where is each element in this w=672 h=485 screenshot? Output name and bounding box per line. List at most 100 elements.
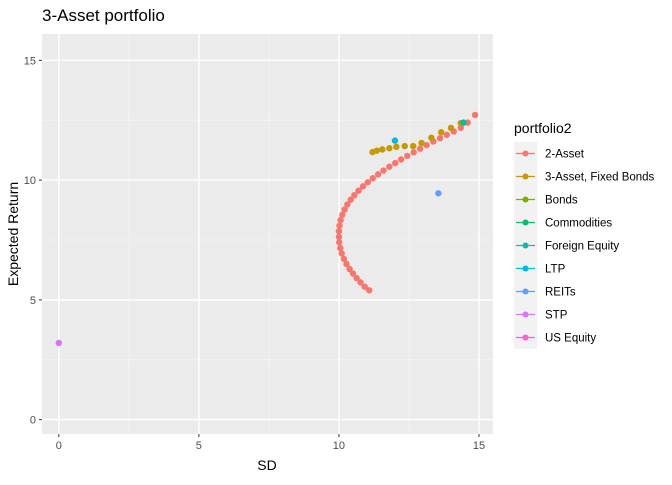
legend-item-commodities: Commodities [514, 211, 612, 234]
legend-label: Foreign Equity [545, 241, 619, 253]
legend-label: US Equity [545, 333, 596, 345]
point-foreign-equity [460, 119, 467, 126]
point-2-asset [359, 183, 367, 190]
legend-item-bonds: Bonds [514, 188, 578, 211]
point-3-asset-fixed-bonds [437, 129, 445, 136]
point-2-asset [335, 233, 343, 241]
point-2-asset [364, 179, 371, 186]
point-3-asset-fixed-bonds [386, 145, 393, 152]
axes: 0 5 10 15 0 5 10 15 [24, 55, 485, 452]
legend-label: STP [545, 310, 568, 322]
point-2-asset [357, 279, 364, 286]
legend-item-reits: REITs [514, 280, 576, 303]
point-2-asset [338, 250, 345, 257]
legend-key-point [522, 265, 529, 272]
series-reits [435, 190, 442, 197]
point-2-asset [336, 222, 343, 229]
point-2-asset [351, 191, 358, 199]
legend-title: portfolio2 [514, 120, 572, 136]
x-tick-label: 15 [473, 440, 485, 452]
point-2-asset [392, 159, 399, 167]
y-tick-label: 10 [24, 175, 36, 187]
point-2-asset [404, 152, 411, 160]
legend-label: REITs [545, 287, 576, 299]
point-2-asset [471, 111, 479, 119]
legend-item-ltp: LTP [514, 257, 566, 280]
y-axis-title: Expected Return [5, 182, 21, 286]
point-2-asset [349, 270, 357, 277]
legend-item-3-asset-fixed-bonds: 3-Asset, Fixed Bonds [514, 165, 655, 188]
point-2-asset [340, 255, 348, 263]
legend-key-point [522, 242, 529, 249]
legend-item-stp: STP [514, 303, 568, 326]
point-2-asset [416, 145, 424, 152]
legend-key-point [522, 334, 529, 341]
point-2-asset [337, 244, 344, 252]
x-axis-title: SD [257, 457, 276, 473]
legend-item-us-equity: US Equity [514, 326, 596, 349]
point-2-asset [361, 283, 368, 290]
legend-key-point [522, 173, 529, 180]
point-2-asset [365, 287, 373, 294]
y-tick-label: 5 [30, 295, 36, 307]
legend-key-point [522, 150, 529, 157]
point-reits [435, 190, 442, 197]
legend-key-point [522, 311, 529, 318]
point-2-asset [353, 274, 360, 282]
x-tick-label: 10 [333, 440, 345, 452]
legend-label: LTP [545, 264, 566, 276]
point-3-asset-fixed-bonds [401, 142, 408, 150]
series-2-asset [335, 111, 479, 294]
series-foreign-equity [460, 119, 467, 126]
point-2-asset [457, 124, 464, 132]
legend-item-2-asset: 2-Asset [514, 142, 585, 165]
point-ltp [391, 137, 399, 144]
point-stp [55, 339, 63, 347]
point-3-asset-fixed-bonds [379, 146, 386, 153]
point-3-asset-fixed-bonds [418, 139, 425, 147]
legend-item-foreign-equity: Foreign Equity [514, 234, 619, 257]
point-2-asset [343, 260, 350, 268]
point-2-asset [355, 187, 362, 194]
legend-key-point [522, 288, 529, 295]
series-stp [55, 339, 63, 347]
point-2-asset [380, 167, 387, 174]
point-3-asset-fixed-bonds [447, 124, 455, 132]
point-2-asset [374, 171, 382, 178]
point-3-asset-fixed-bonds [409, 142, 417, 150]
y-tick-label: 15 [24, 55, 36, 67]
point-2-asset [410, 149, 417, 156]
point-2-asset [339, 211, 346, 219]
point-2-asset [336, 239, 343, 246]
legend-label: Commodities [545, 218, 612, 230]
point-2-asset [341, 206, 348, 213]
point-2-asset [347, 196, 354, 203]
legend-key-point [522, 219, 529, 226]
y-tick-label: 0 [30, 415, 36, 427]
point-3-asset-fixed-bonds [428, 134, 435, 141]
point-3-asset-fixed-bonds [373, 147, 380, 154]
point-2-asset [369, 174, 377, 182]
data-points [55, 111, 479, 347]
legend-label: Bonds [545, 195, 578, 207]
legend-key-point [522, 196, 529, 203]
point-2-asset [423, 141, 430, 149]
point-2-asset [436, 134, 444, 142]
point-3-asset-fixed-bonds [393, 143, 400, 151]
x-tick-label: 0 [56, 440, 62, 452]
point-2-asset [335, 227, 343, 235]
point-2-asset [443, 131, 450, 139]
legend-label: 2-Asset [545, 149, 585, 161]
chart-title: 3-Asset portfolio [42, 6, 165, 25]
point-2-asset [346, 265, 353, 273]
point-2-asset [386, 163, 393, 170]
plot-panel [42, 34, 493, 434]
series-3-asset-fixed-bonds [369, 119, 464, 156]
point-2-asset [337, 216, 344, 224]
legend: 2-Asset 3-Asset, Fixed Bonds Bonds Commodit… [514, 142, 655, 349]
legend-label: 3-Asset, Fixed Bonds [545, 172, 655, 184]
series-ltp [391, 137, 399, 144]
gridlines [42, 34, 493, 434]
